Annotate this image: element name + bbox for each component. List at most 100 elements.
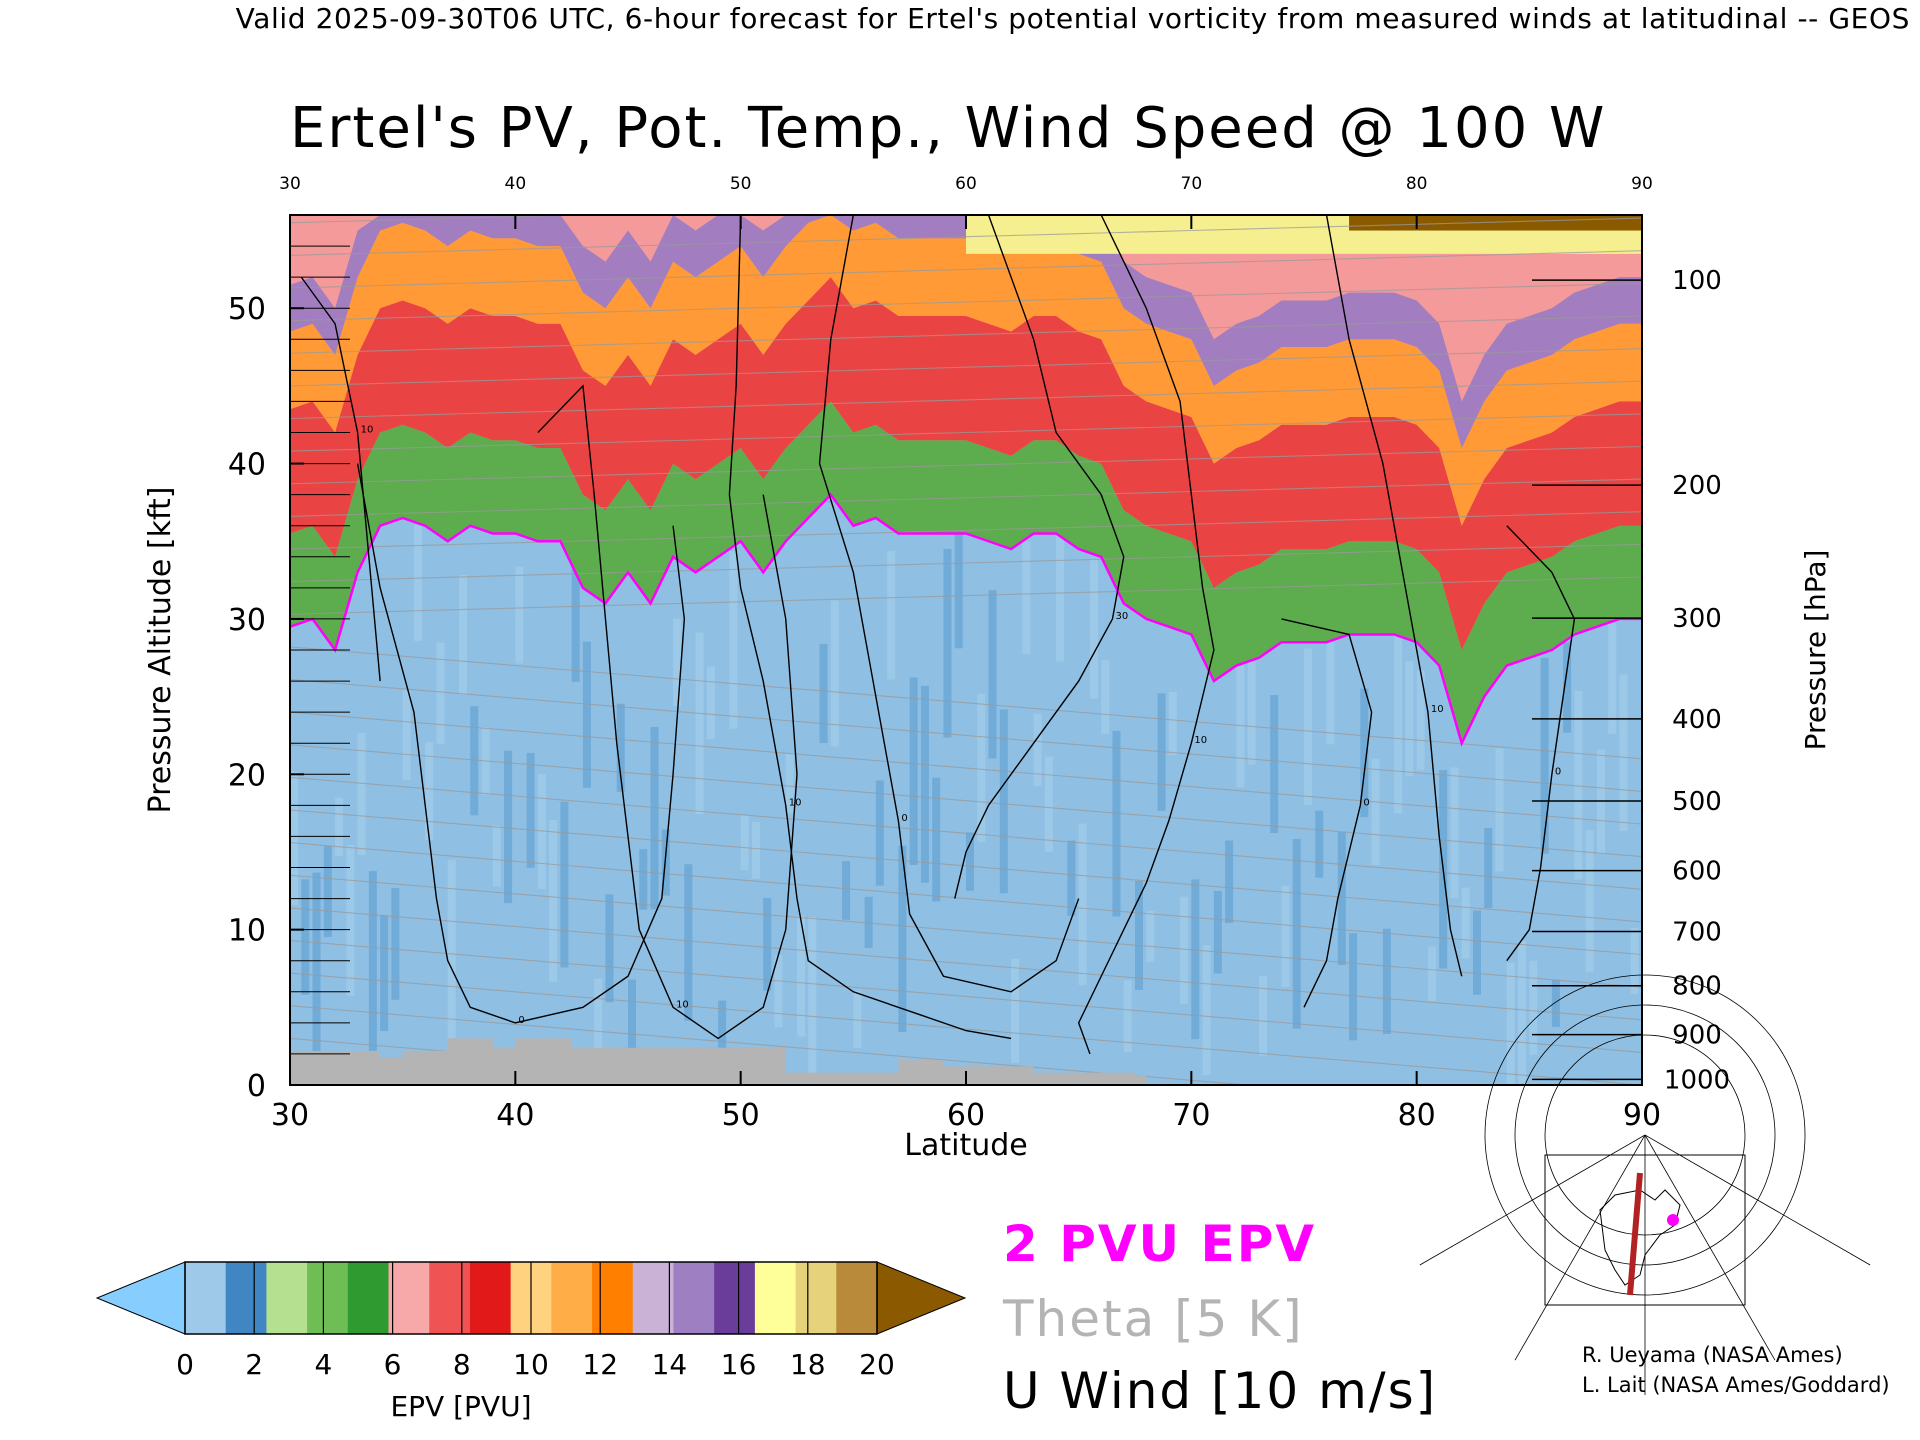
inset-meridian: [1514, 1134, 1646, 1361]
troposphere-streak: [740, 815, 749, 871]
colorbar-tick-label: 4: [314, 1348, 332, 1381]
colorbar-tick-label: 14: [652, 1348, 688, 1381]
troposphere-streak: [1596, 749, 1605, 854]
u-wind-contour: [954, 215, 1125, 899]
u-wind-contour-label: 10: [789, 797, 802, 808]
u-wind-contour-label: 10: [1194, 735, 1207, 746]
troposphere-streak: [1202, 945, 1211, 1076]
troposphere-streak: [673, 618, 682, 707]
colorbar-swatch: [429, 1262, 471, 1334]
colorbar-swatch: [551, 1262, 593, 1334]
colorbar-swatch: [266, 1262, 308, 1334]
x-tick-label-top: 70: [1181, 174, 1203, 194]
troposphere-streak: [1619, 674, 1628, 831]
troposphere-streak: [1213, 890, 1222, 974]
inset-meridian: [1644, 1134, 1871, 1266]
u-wind-contour: [537, 384, 798, 1040]
troposphere-streak: [1078, 823, 1087, 986]
u-wind-contour-label: 10: [361, 425, 374, 436]
pressure-tick-label: 500: [1672, 787, 1722, 817]
colorbar: 0 2 4 6 8 10 12 14 16 18 20 EPV [PVU]: [95, 1261, 967, 1423]
troposphere-streak: [1551, 979, 1560, 1027]
troposphere-streak: [819, 643, 828, 743]
y-tick-label: 10: [228, 914, 266, 949]
troposphere-streak: [413, 525, 422, 641]
troposphere-streak: [1518, 940, 1527, 1084]
troposphere-streak: [1135, 880, 1143, 990]
troposphere-streak: [763, 897, 772, 991]
troposphere-streak: [1146, 910, 1155, 962]
colorbar-over-arrow: [876, 1261, 967, 1335]
x-tick-label: 90: [1623, 1098, 1661, 1133]
u-wind-contour-label: 30: [1115, 611, 1128, 622]
theta-contour: [290, 972, 1642, 1085]
troposphere-streak: [650, 727, 659, 910]
troposphere-streak: [1461, 887, 1470, 959]
colorbar-swatch: [673, 1262, 715, 1334]
inset-meridian: [1419, 1134, 1646, 1266]
colorbar-tick-label: 8: [453, 1348, 471, 1381]
troposphere-streak: [1563, 642, 1572, 733]
u-wind-contour-label: 0: [1555, 766, 1561, 777]
legend-theta-entry: Theta [5 K]: [1003, 1290, 1304, 1348]
troposphere-streak: [1292, 838, 1301, 1029]
troposphere-streak: [582, 641, 591, 788]
colorbar-swatch: [469, 1262, 512, 1334]
troposphere-streak: [943, 548, 952, 738]
theta-contour: [290, 445, 1642, 485]
u-wind-contour-label: 10: [676, 999, 689, 1010]
x-tick-label: 80: [1398, 1098, 1436, 1133]
colorbar-swatch: [307, 1262, 349, 1334]
troposphere-streak: [1044, 756, 1053, 853]
colorbar-swatch: [388, 1262, 430, 1334]
x-tick-label: 70: [1172, 1098, 1210, 1133]
stratosphere-band-orange: [290, 215, 1642, 526]
troposphere-streak: [977, 693, 986, 842]
y-tick-label: 50: [228, 292, 266, 327]
troposphere-streak: [1112, 730, 1121, 917]
stratosphere-band-purple: [290, 215, 1642, 449]
theta-contour: [290, 315, 1642, 354]
pressure-tick-label: 900: [1672, 1021, 1722, 1051]
pressure-tick-label: 600: [1672, 857, 1722, 887]
terrain: [290, 1038, 1147, 1085]
troposphere-streak: [447, 859, 456, 1051]
u-wind-contour-label: 0: [901, 813, 907, 824]
troposphere-streak: [1281, 885, 1290, 988]
colorbar-swatch: [714, 1262, 756, 1334]
troposphere-streak: [1101, 659, 1110, 735]
troposphere-streak: [1495, 748, 1504, 872]
troposphere-streak: [1574, 690, 1583, 880]
u-wind-contour-label: 0: [1363, 797, 1369, 808]
theta-contour: [290, 576, 1642, 615]
credit-line: L. Lait (NASA Ames/Goddard): [1582, 1373, 1890, 1397]
u-wind-contour: [728, 215, 1012, 1040]
troposphere-streak: [470, 706, 479, 816]
troposphere-streak: [1315, 810, 1324, 878]
troposphere-streak: [1337, 832, 1346, 966]
y-tick-label: 40: [228, 448, 266, 483]
troposphere-streak: [1405, 661, 1414, 777]
troposphere-streak: [616, 703, 625, 792]
theta-contour: [290, 413, 1642, 452]
theta-contour: [290, 282, 1642, 322]
troposphere-streak: [853, 990, 862, 1048]
troposphere-streak: [1630, 927, 1639, 994]
theta-contour: [290, 809, 1642, 923]
troposphere-streak: [1056, 535, 1065, 662]
troposphere-streak: [1506, 962, 1515, 1085]
x-tick-label: 60: [947, 1098, 985, 1133]
troposphere-streak: [436, 642, 445, 745]
troposphere-streak: [1191, 879, 1200, 1040]
colorbar-tick-label: 2: [245, 1348, 263, 1381]
y-tick-label: 20: [228, 758, 266, 793]
u-wind-contour: [1077, 215, 1215, 1055]
troposphere-streak: [537, 774, 546, 889]
credit-line: R. Ueyama (NASA Ames): [1582, 1343, 1843, 1367]
troposphere-streak: [1394, 634, 1403, 814]
troposphere-streak: [1371, 758, 1380, 866]
u-wind-contour: [1281, 618, 1373, 1008]
troposphere-streak: [718, 1000, 727, 1051]
colorbar-tick-label: 16: [721, 1348, 757, 1381]
